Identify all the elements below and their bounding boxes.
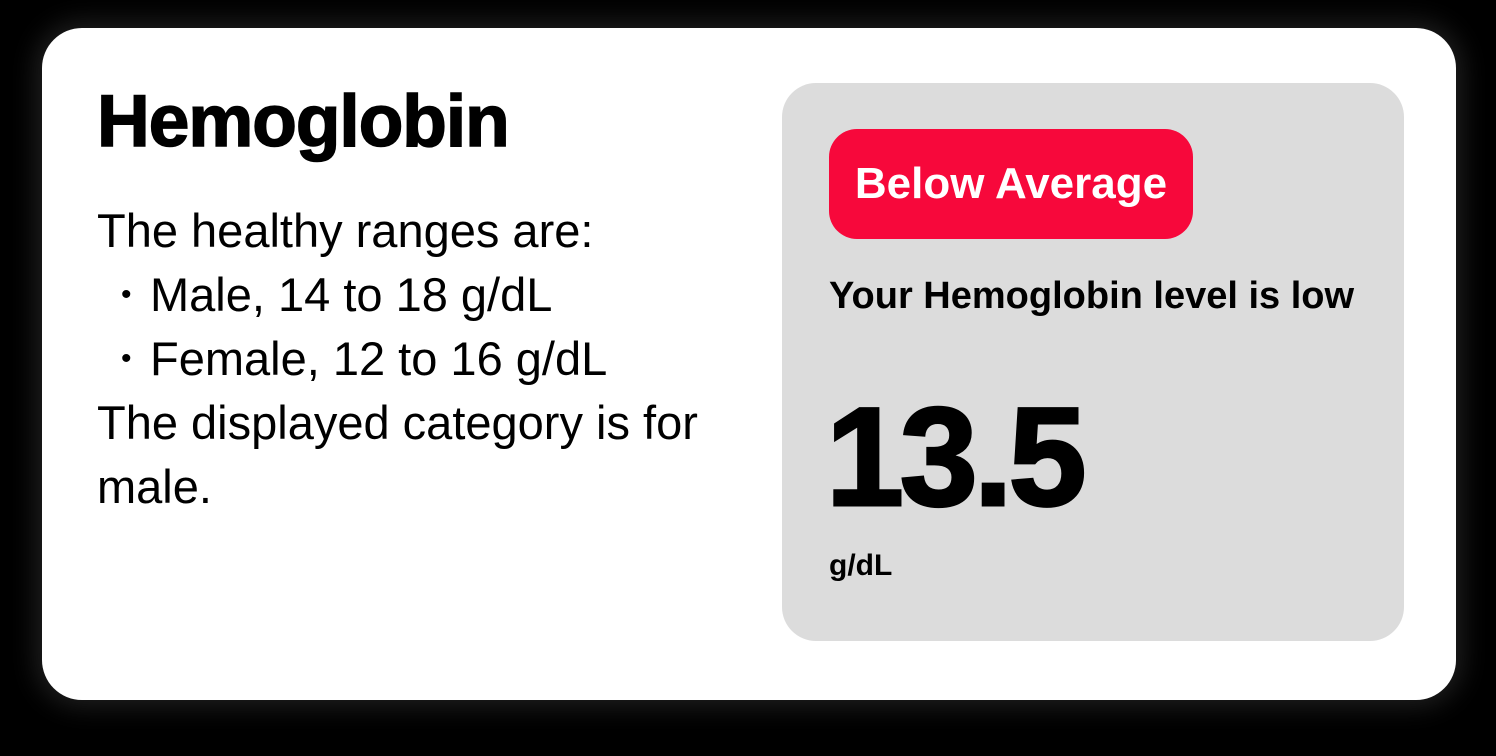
measurement-unit: g/dL: [829, 549, 893, 582]
list-item: • Female, 12 to 16 g/dL: [97, 327, 742, 391]
bullet-icon: •: [121, 342, 132, 375]
status-message: Your Hemoglobin level is low: [829, 275, 1355, 317]
result-panel: Below Average Your Hemoglobin level is l…: [782, 83, 1404, 641]
measurement-value: 13.5: [824, 378, 1087, 535]
healthy-ranges-intro: The healthy ranges are:: [97, 204, 594, 257]
page-title: Hemoglobin: [96, 80, 510, 163]
category-note: The displayed category is for male.: [97, 396, 698, 513]
list-item-label: Female, 12 to 16 g/dL: [150, 332, 608, 385]
healthy-ranges-description: The healthy ranges are: • Male, 14 to 18…: [97, 199, 742, 519]
hemoglobin-card: Hemoglobin The healthy ranges are: • Mal…: [42, 28, 1456, 700]
bullet-icon: •: [121, 278, 132, 311]
status-badge: Below Average: [829, 129, 1193, 239]
healthy-ranges-list: • Male, 14 to 18 g/dL • Female, 12 to 16…: [97, 263, 742, 391]
list-item: • Male, 14 to 18 g/dL: [97, 263, 742, 327]
status-badge-label: Below Average: [854, 159, 1168, 208]
list-item-label: Male, 14 to 18 g/dL: [150, 268, 553, 321]
